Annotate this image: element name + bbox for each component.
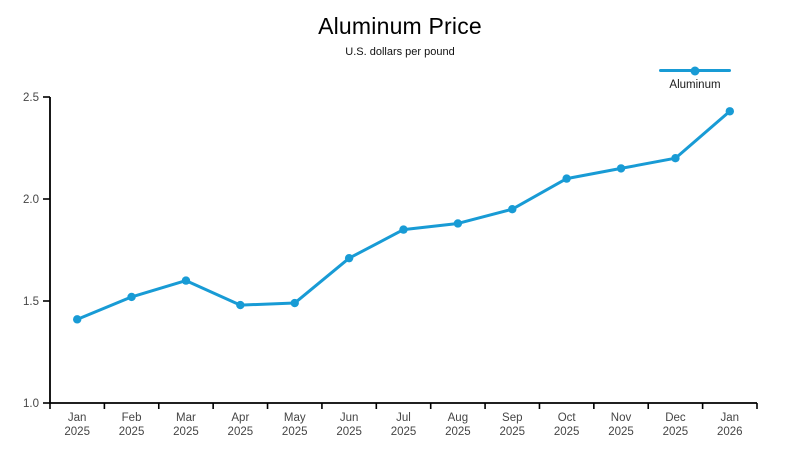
data-point[interactable] <box>616 164 626 173</box>
chart-subtitle: U.S. dollars per pound <box>345 46 455 58</box>
data-point[interactable] <box>508 205 517 214</box>
data-point[interactable] <box>72 315 82 324</box>
data-point[interactable] <box>236 300 245 310</box>
x-axis-tick-label: Sep 2025 <box>499 412 525 438</box>
x-axis-tick-label: Jul 2025 <box>391 412 417 438</box>
data-point[interactable] <box>671 154 680 163</box>
y-axis-tick-label: 1.5 <box>23 296 39 308</box>
x-axis-tick-label: Apr 2025 <box>228 412 254 438</box>
x-axis-tick-label: May 2025 <box>282 412 308 438</box>
legend-label: Aluminum <box>669 79 721 91</box>
x-axis-tick-label: Jan 2026 <box>717 412 743 438</box>
x-axis-tick-label: Aug 2025 <box>445 412 471 438</box>
y-axis-tick-label: 2.0 <box>23 194 39 206</box>
x-axis-tick-label: Mar 2025 <box>173 412 199 438</box>
legend-item-aluminum[interactable]: Aluminum <box>659 66 731 91</box>
axis-frame <box>49 97 757 404</box>
x-axis-tick-label: Jun 2025 <box>336 412 362 438</box>
data-point[interactable] <box>725 107 735 116</box>
legend-dot-icon <box>690 66 700 75</box>
x-axis-tick-label: Oct 2025 <box>554 412 580 438</box>
data-point[interactable] <box>562 174 571 183</box>
y-axis-tick-label: 2.5 <box>23 92 39 104</box>
legend-line-icon <box>659 66 731 75</box>
data-point[interactable] <box>344 253 354 263</box>
data-point[interactable] <box>453 219 463 228</box>
x-axis-tick-label: Feb 2025 <box>119 412 145 438</box>
x-axis-tick-label: Jan 2025 <box>64 412 90 438</box>
x-axis-tick-label: Dec 2025 <box>663 412 689 438</box>
data-point[interactable] <box>399 225 408 234</box>
y-axis-tick-label: 1.0 <box>23 398 39 410</box>
data-point[interactable] <box>181 276 191 285</box>
x-axis-tick-label: Nov 2025 <box>608 412 634 438</box>
chart-title: Aluminum Price <box>318 13 482 39</box>
data-point[interactable] <box>290 298 299 308</box>
data-point[interactable] <box>127 292 136 302</box>
series-line-aluminum <box>75 109 732 321</box>
